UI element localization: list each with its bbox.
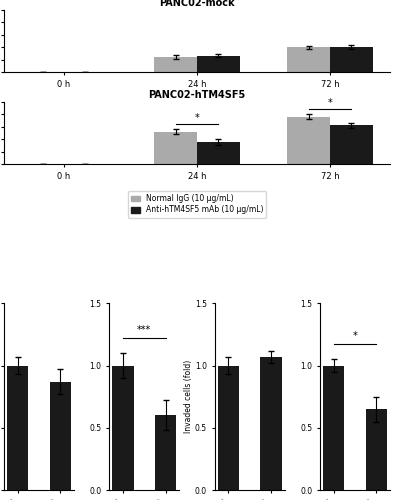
Bar — [155, 416, 176, 490]
Title: PANC02-hTM4SF5: PANC02-hTM4SF5 — [149, 90, 245, 100]
Bar — [197, 142, 240, 164]
Bar — [154, 132, 197, 164]
Bar — [330, 126, 372, 164]
Bar — [112, 366, 134, 490]
Bar — [197, 56, 240, 72]
Bar — [50, 382, 71, 490]
Bar — [287, 116, 330, 164]
Bar — [154, 57, 197, 72]
Title: PANC02-mock: PANC02-mock — [159, 0, 235, 8]
Bar — [366, 409, 387, 490]
Bar — [330, 47, 372, 72]
Bar — [287, 48, 330, 72]
Text: ***: *** — [137, 324, 151, 334]
Bar — [218, 366, 239, 490]
Text: *: * — [353, 330, 357, 340]
Bar — [323, 366, 344, 490]
Text: *: * — [327, 98, 332, 108]
Bar — [260, 357, 282, 490]
Legend: Normal IgG (10 μg/mL), Anti-hTM4SF5 mAb (10 μg/mL): Normal IgG (10 μg/mL), Anti-hTM4SF5 mAb … — [128, 191, 266, 218]
Y-axis label: Invaded cells (fold): Invaded cells (fold) — [184, 360, 193, 434]
Bar — [7, 366, 28, 490]
Text: *: * — [195, 113, 199, 123]
